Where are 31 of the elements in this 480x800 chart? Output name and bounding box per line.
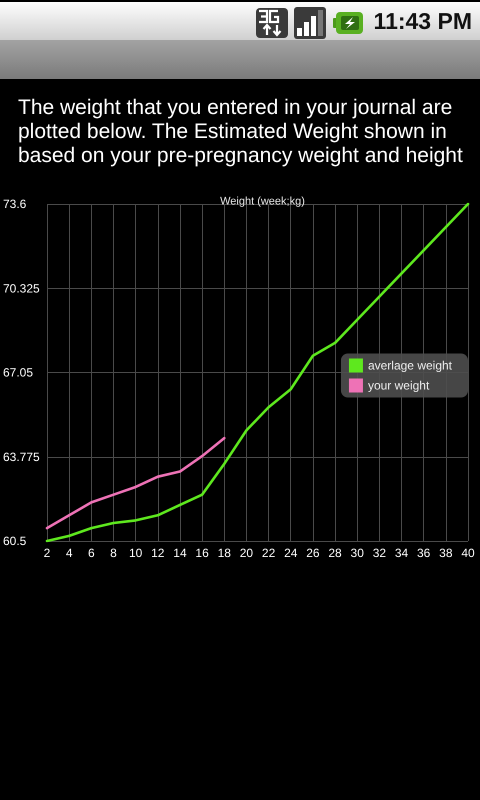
legend-label: averlage weight (368, 358, 453, 372)
x-tick-label: 28 (328, 546, 342, 560)
y-tick-label: 70.325 (3, 281, 40, 296)
x-tick-label: 6 (88, 546, 95, 560)
x-tick-label: 10 (128, 546, 143, 560)
y-tick-label: 73.6 (3, 197, 27, 211)
chart-title: Weight (week;kg) (220, 196, 305, 208)
x-tick-label: 32 (372, 546, 386, 560)
x-tick-label: 34 (394, 546, 409, 560)
x-tick-label: 40 (461, 546, 475, 560)
x-tick-label: 20 (240, 546, 254, 560)
x-tick-label: 24 (284, 546, 298, 560)
y-tick-label: 67.05 (3, 366, 34, 380)
x-tick-label: 8 (110, 546, 118, 560)
x-tick-label: 26 (306, 546, 320, 560)
legend-label: your weight (368, 378, 430, 392)
x-tick-label: 36 (417, 546, 431, 560)
y-tick-label: 60.5 (3, 534, 27, 548)
line-series (46, 436, 226, 530)
x-tick-label: 16 (195, 546, 210, 560)
x-tick-label: 30 (350, 546, 364, 560)
x-tick-label: 2 (44, 546, 51, 560)
x-tick-label: 12 (151, 546, 165, 560)
x-tick-label: 4 (66, 546, 73, 560)
x-tick-label: 14 (173, 546, 187, 560)
text: 11:43 PM (374, 8, 472, 34)
y-tick-label: 63.775 (3, 450, 40, 464)
x-tick-label: 38 (439, 546, 453, 560)
x-tick-label: 18 (218, 546, 232, 560)
chart-subtitle: The weight that you entered in your journal are plotted below. The Estimated Weight shown in based on your pre-pregnancy weight and height (18, 96, 464, 168)
x-tick-label: 22 (262, 546, 276, 560)
